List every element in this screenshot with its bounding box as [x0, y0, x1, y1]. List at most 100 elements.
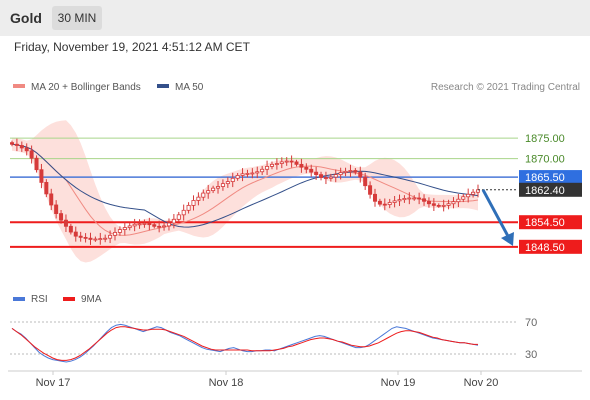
candle-body — [377, 200, 382, 205]
candle-body — [412, 197, 417, 200]
ma50-line — [11, 143, 479, 228]
rsi-line — [11, 323, 479, 363]
candle-body — [216, 186, 221, 189]
x-axis: Nov 17 Nov 18 Nov 19 Nov 20 — [36, 371, 499, 389]
candle-body — [343, 170, 348, 173]
candle-body — [176, 214, 181, 220]
candle-body — [93, 238, 98, 241]
timeframe-selector[interactable]: 30 MIN — [52, 6, 102, 30]
x-tick-label: Nov 19 — [381, 377, 416, 389]
candle-body — [49, 193, 54, 206]
rsi-legend-swatch — [13, 297, 25, 301]
candle-body — [9, 142, 14, 145]
candle-body — [363, 176, 368, 187]
x-tick-label: Nov 20 — [464, 377, 499, 389]
candle-body — [201, 192, 206, 198]
rsi-level-label: 70 — [525, 317, 537, 329]
forecast-arrow-head — [501, 232, 514, 246]
candle-body — [19, 145, 24, 149]
candle-body — [78, 235, 83, 238]
candle-body — [113, 232, 118, 236]
research-credit: Research © 2021 Trading Central — [431, 82, 580, 93]
rsi-ma9-line — [11, 326, 478, 361]
candle-body — [196, 196, 201, 201]
candle-body — [265, 166, 270, 170]
candle-body — [166, 222, 171, 227]
ma50-legend-swatch — [157, 84, 169, 88]
candle-body — [382, 203, 387, 206]
candle-body — [353, 170, 358, 173]
candle-body — [338, 172, 343, 176]
candle-body — [29, 150, 34, 159]
candle-body — [407, 197, 412, 200]
candle-body — [392, 200, 397, 203]
candle-body — [260, 168, 265, 173]
x-tick-label: Nov 18 — [209, 377, 244, 389]
candle-body — [422, 198, 427, 202]
forecast-arrow — [478, 189, 518, 246]
candle-body — [88, 237, 93, 240]
candle-body — [387, 202, 392, 205]
candle-body — [294, 161, 299, 165]
candle-body — [127, 225, 132, 228]
candle-body — [108, 234, 113, 239]
candle-body — [417, 197, 422, 200]
ma50-legend-label: MA 50 — [175, 82, 204, 93]
candle-body — [250, 172, 255, 175]
rsi-level-label: 30 — [525, 349, 537, 361]
candle-body — [402, 198, 407, 201]
price-label-support: 1854.50 — [525, 217, 565, 229]
candle-body — [162, 225, 167, 228]
ma20-legend-label: MA 20 + Bollinger Bands — [31, 82, 141, 93]
candle-body — [358, 171, 363, 178]
toolbar: Gold 30 MIN — [0, 0, 590, 36]
price-tag-pivot — [519, 170, 582, 185]
candle-body — [456, 198, 461, 203]
candle-body — [269, 163, 274, 167]
candle-body — [471, 191, 476, 195]
rsi-panel: 70 30 — [10, 317, 537, 363]
candle-body — [446, 203, 451, 206]
candle-body — [368, 185, 373, 195]
candle-body — [14, 143, 19, 146]
candle-body — [220, 183, 225, 187]
x-tick-label: Nov 17 — [36, 377, 71, 389]
candle-body — [279, 161, 284, 164]
candle-body — [304, 166, 309, 170]
candle-body — [142, 223, 147, 225]
candle-body — [137, 223, 142, 226]
price-label-resistance: 1875.00 — [525, 133, 565, 145]
candle-body — [372, 193, 377, 202]
candle-body — [59, 213, 64, 221]
candle-body — [152, 224, 157, 227]
candle-body — [211, 187, 216, 192]
candle-body — [319, 174, 324, 178]
candle-body — [309, 168, 314, 173]
ma9-legend-label: 9MA — [81, 294, 102, 305]
candle-body — [68, 225, 73, 233]
candle-body — [39, 169, 44, 183]
candle-body — [255, 171, 260, 174]
candle-body — [431, 203, 436, 206]
candle-body — [122, 227, 127, 230]
chart-timestamp: Friday, November 19, 2021 4:51:12 AM CET — [14, 40, 250, 54]
candle-body — [230, 177, 235, 182]
price-tag-support — [519, 215, 582, 230]
candle-body — [299, 163, 304, 168]
candle-body — [289, 160, 294, 163]
candle-body — [235, 175, 240, 179]
candle-body — [225, 181, 230, 185]
price-label-last: 1862.40 — [525, 185, 565, 197]
forecast-arrow-shaft — [481, 189, 511, 239]
candle-body — [206, 190, 211, 194]
candle-body — [397, 199, 402, 202]
candle-body — [274, 163, 279, 165]
moving-averages — [11, 143, 479, 236]
ma9-legend-swatch — [63, 297, 75, 301]
candle-body — [44, 182, 49, 195]
candle-body — [451, 201, 456, 205]
candle-body — [191, 200, 196, 206]
candle-body — [441, 204, 446, 207]
candle-body — [426, 200, 431, 205]
